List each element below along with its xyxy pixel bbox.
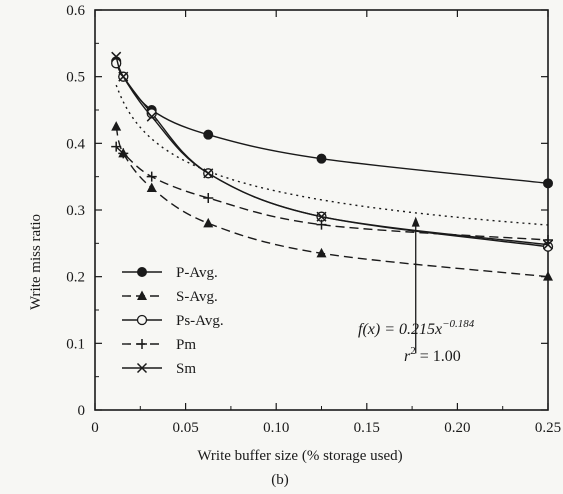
legend-marker — [137, 267, 147, 277]
legend-label: Sm — [176, 361, 196, 377]
fit-curve-line — [115, 84, 549, 226]
series-line — [115, 146, 549, 241]
data-point — [118, 71, 129, 82]
data-point — [542, 239, 554, 250]
fit-equation: f(x) = 0.215x−0.184 — [358, 318, 475, 338]
data-point — [111, 51, 122, 62]
legend-label: Pm — [176, 337, 196, 353]
legend-entry: P-Avg. — [122, 265, 218, 281]
data-point — [543, 178, 553, 189]
legend: P-Avg. S-Avg. Ps-Avg. Pm Sm — [122, 265, 224, 377]
data-point — [203, 129, 214, 140]
legend-entry: Pm — [122, 337, 196, 353]
series-p-avg — [111, 56, 553, 189]
legend-label: S-Avg. — [176, 289, 218, 305]
y-tick-label: 0.6 — [66, 3, 85, 19]
x-tick-label: 0.15 — [354, 420, 380, 436]
legend-marker — [137, 339, 147, 349]
figure-subcaption: (b) — [271, 472, 289, 488]
series-line — [115, 61, 549, 184]
x-tick-label: 0.05 — [172, 420, 198, 436]
legend-entry: Sm — [122, 361, 196, 377]
legend-marker — [137, 290, 147, 300]
legend-entry: Ps-Avg. — [122, 313, 224, 329]
legend-label: P-Avg. — [176, 265, 218, 281]
y-tick-label: 0.4 — [66, 136, 85, 152]
fit-r-squared: r2 = 1.00 — [404, 345, 461, 365]
series-line — [115, 56, 549, 246]
series-sm — [111, 51, 554, 250]
data-point — [543, 271, 553, 281]
x-tick-label: 0.20 — [444, 420, 470, 436]
axes: 0 0.05 0.10 0.15 0.20 0.25 0 0.1 0.2 0.3 0.4 0.5 0.6 — [66, 3, 561, 436]
data-point — [146, 108, 157, 119]
data-point — [111, 121, 122, 131]
data-point — [203, 193, 214, 203]
plot-frame — [94, 9, 549, 411]
fit-annotation: f(x) = 0.215x−0.184 r2 = 1.00 — [358, 216, 475, 365]
data-point — [111, 141, 122, 152]
data-point — [203, 217, 214, 228]
y-tick-label: 0.3 — [66, 203, 85, 219]
series-ps-avg — [111, 58, 554, 252]
x-tick-label: 0.25 — [535, 420, 561, 436]
y-tick-label: 0.5 — [66, 70, 85, 86]
data-point — [543, 235, 553, 245]
series-layer — [111, 51, 554, 281]
y-tick-label: 0.2 — [66, 270, 85, 286]
data-point — [146, 171, 157, 182]
x-tick-label: 0.10 — [263, 420, 289, 436]
annotation-arrow-head — [411, 216, 420, 227]
data-point — [203, 168, 214, 179]
data-point — [118, 148, 129, 159]
y-tick-label: 0 — [78, 403, 86, 419]
legend-entry: S-Avg. — [122, 289, 218, 305]
x-axis-label: Write buffer size (% storage used) — [197, 448, 402, 464]
data-point — [316, 211, 327, 222]
y-axis-label: Write miss ratio — [28, 214, 44, 310]
legend-label: Ps-Avg. — [176, 313, 224, 329]
series-line — [115, 126, 549, 278]
series-pm — [111, 141, 553, 245]
data-point — [316, 153, 327, 164]
series-s-avg — [111, 121, 553, 281]
data-point — [146, 182, 157, 192]
data-point — [316, 247, 327, 258]
legend-marker — [136, 314, 148, 326]
legend-marker — [136, 362, 148, 374]
data-point — [316, 219, 327, 230]
x-tick-label: 0 — [91, 420, 99, 436]
y-tick-label: 0.1 — [66, 336, 85, 352]
data-point — [146, 111, 157, 122]
